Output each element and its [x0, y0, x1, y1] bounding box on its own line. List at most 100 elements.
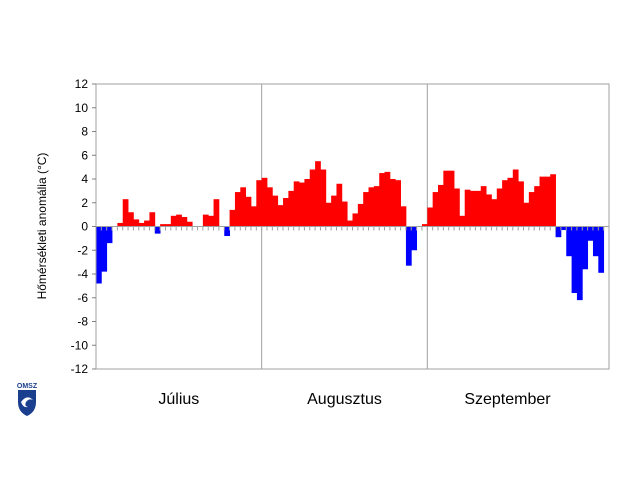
- bar: [502, 180, 508, 227]
- y-axis-label: Hőmérsékleti anomália (°C): [35, 153, 49, 300]
- bar: [149, 212, 156, 227]
- axes: Július Augusztus Szeptember -12 -10 -8 -6 -4 -2 0…: [71, 77, 610, 408]
- y-tick-label: 12: [75, 77, 89, 91]
- omsz-logo: OMSZ: [17, 383, 38, 416]
- bar: [512, 169, 519, 227]
- bar: [560, 226, 567, 231]
- bar: [352, 213, 359, 227]
- bar: [427, 207, 434, 227]
- bar: [475, 190, 482, 227]
- bar: [234, 192, 241, 227]
- bar: [315, 161, 321, 227]
- bar: [528, 192, 535, 227]
- y-tick-label: 10: [75, 101, 89, 115]
- bar: [368, 187, 375, 227]
- bar: [293, 181, 300, 227]
- bar: [438, 184, 444, 227]
- bar: [491, 199, 498, 227]
- bar: [395, 180, 401, 227]
- bar: [544, 176, 551, 227]
- bar: [138, 222, 145, 227]
- bar: [277, 205, 284, 227]
- bar: [256, 180, 263, 227]
- y-tick-label: -8: [77, 315, 88, 329]
- y-tick-label: 0: [81, 220, 88, 234]
- bar: [357, 203, 364, 227]
- bar: [133, 219, 140, 227]
- bar: [122, 199, 129, 227]
- bar: [341, 201, 348, 227]
- bar: [507, 177, 514, 227]
- bar: [117, 222, 124, 227]
- bar: [325, 202, 332, 227]
- bar: [470, 190, 476, 227]
- bars: [96, 161, 605, 301]
- bar: [224, 226, 230, 236]
- bar: [443, 170, 450, 227]
- bar: [496, 188, 503, 227]
- bar: [299, 182, 305, 227]
- bar: [245, 196, 252, 227]
- bar: [592, 226, 599, 257]
- bar: [550, 174, 556, 227]
- bar: [389, 179, 396, 227]
- y-tick-label: -6: [77, 291, 88, 305]
- bar: [411, 226, 418, 251]
- bar: [379, 173, 385, 227]
- bar: [587, 226, 594, 241]
- bar: [208, 215, 214, 227]
- bar: [454, 188, 460, 227]
- month-label: Szeptember: [464, 391, 551, 408]
- y-tick-label: 8: [81, 125, 88, 139]
- y-tick-label: 4: [81, 172, 88, 186]
- bar: [96, 226, 102, 284]
- bar: [101, 226, 108, 272]
- bar: [170, 215, 177, 227]
- bar: [181, 217, 188, 227]
- omsz-logo-text: OMSZ: [17, 383, 38, 390]
- bar: [576, 226, 583, 301]
- bar: [598, 226, 605, 273]
- bar: [165, 224, 172, 227]
- bar: [523, 202, 530, 227]
- bar: [421, 224, 428, 227]
- y-tick-label: -2: [77, 243, 88, 257]
- bar: [571, 226, 578, 293]
- bar: [534, 186, 540, 227]
- bar: [202, 214, 209, 227]
- bar: [336, 183, 343, 227]
- bar: [160, 224, 166, 227]
- bar: [432, 192, 439, 227]
- y-tick-label: 6: [81, 148, 88, 162]
- bar: [283, 198, 289, 227]
- bar: [464, 189, 471, 227]
- bar: [240, 187, 247, 227]
- y-tick-label: -12: [71, 362, 89, 376]
- bar: [582, 226, 589, 270]
- bar: [267, 187, 273, 227]
- bar: [448, 170, 455, 227]
- bar: [304, 179, 311, 227]
- bar: [486, 194, 492, 227]
- bar: [539, 176, 546, 227]
- bar: [106, 226, 113, 244]
- bar: [400, 206, 407, 227]
- bar: [213, 199, 220, 227]
- bar: [320, 169, 327, 227]
- month-label: Augusztus: [307, 391, 382, 408]
- wave-icon: [21, 397, 33, 408]
- bar: [373, 186, 380, 227]
- bar: [566, 226, 572, 257]
- bar: [347, 220, 353, 227]
- bar: [518, 181, 524, 227]
- bar: [144, 220, 150, 227]
- bar: [309, 169, 316, 227]
- bar: [250, 206, 257, 227]
- bar: [384, 171, 391, 227]
- y-tick-label: -4: [77, 267, 88, 281]
- y-tick-label: 2: [81, 196, 88, 210]
- bar: [176, 214, 182, 227]
- bar: [261, 177, 268, 227]
- bar: [363, 192, 369, 227]
